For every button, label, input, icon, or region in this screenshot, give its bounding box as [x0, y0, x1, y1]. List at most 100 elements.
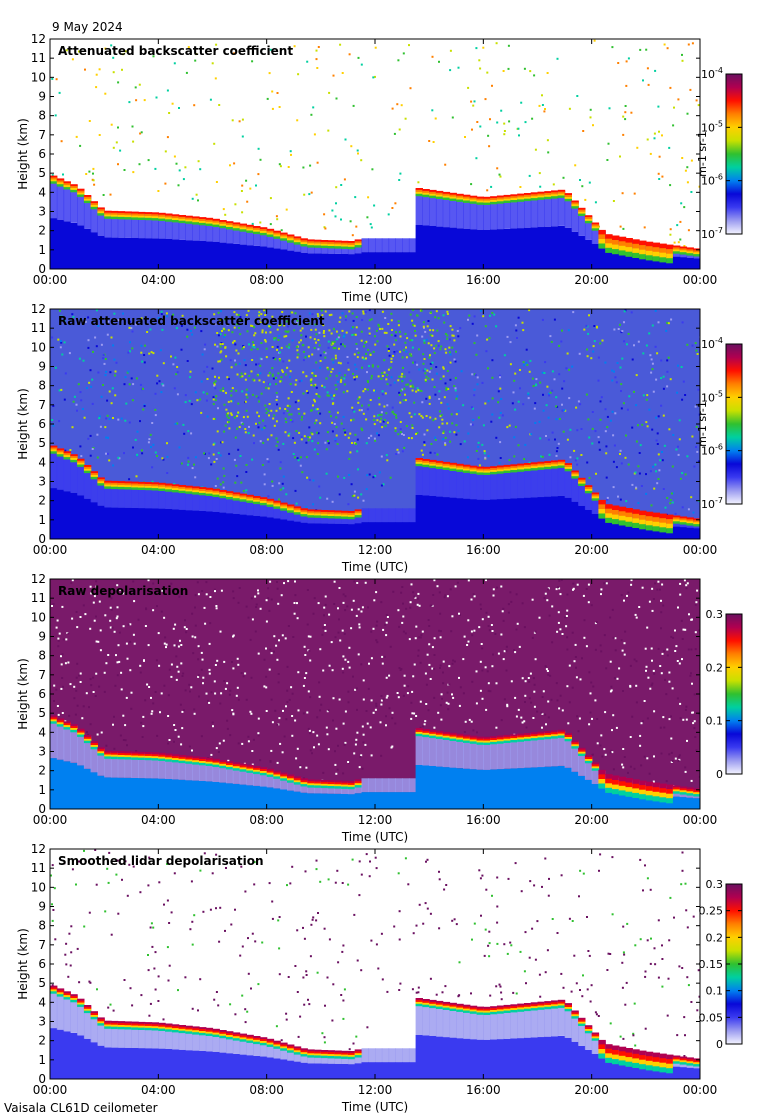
instrument-label: Vaisala CL61D ceilometer — [4, 1101, 158, 1115]
colorbar-tick-label: 0.2 — [706, 661, 724, 674]
y-tick-label: 2 — [38, 494, 46, 508]
colorbar-tick-label: 10-4 — [701, 336, 723, 351]
y-tick-label: 10 — [31, 880, 46, 894]
x-tick-label: 00:00 — [683, 273, 718, 287]
y-tick-label: 12 — [31, 842, 46, 856]
y-tick-label: 0 — [38, 1072, 46, 1086]
y-tick-label: 9 — [38, 900, 46, 914]
y-tick-label: 1 — [38, 783, 46, 797]
y-tick-label: 11 — [31, 591, 46, 605]
x-tick-label: 00:00 — [33, 1083, 68, 1097]
date-label: 9 May 2024 — [52, 20, 123, 34]
colorbar-tick-label: 10-4 — [701, 66, 723, 81]
y-tick-label: 5 — [38, 166, 46, 180]
panel-4: Smoothed lidar depolarisation01234567891… — [16, 842, 743, 1114]
heatmap-3 — [50, 579, 700, 809]
y-tick-label: 6 — [38, 417, 46, 431]
colorbar-unit: m-1 sr-1 — [696, 131, 709, 177]
panel-title: Raw depolarisation — [58, 584, 188, 598]
y-tick-label: 9 — [38, 630, 46, 644]
panel-1: Attenuated backscatter coefficient012345… — [16, 32, 743, 304]
y-tick-label: 12 — [31, 32, 46, 46]
colorbar-unit: m-1 sr-1 — [696, 401, 709, 447]
y-tick-label: 4 — [38, 455, 46, 469]
x-tick-label: 04:00 — [141, 1083, 176, 1097]
y-tick-label: 0 — [38, 262, 46, 276]
colorbar-tick-label: 0 — [716, 1038, 723, 1051]
y-tick-label: 11 — [31, 51, 46, 65]
x-tick-label: 00:00 — [683, 813, 718, 827]
heatmap-4 — [50, 849, 700, 1079]
y-tick-label: 6 — [38, 147, 46, 161]
x-tick-label: 00:00 — [33, 543, 68, 557]
y-axis-label: Height (km) — [16, 388, 30, 459]
y-tick-label: 2 — [38, 1034, 46, 1048]
colorbar — [725, 73, 743, 235]
x-tick-label: 12:00 — [358, 543, 393, 557]
colorbar-tick-label: 0.05 — [699, 1011, 724, 1024]
x-tick-label: 04:00 — [141, 813, 176, 827]
y-tick-label: 10 — [31, 610, 46, 624]
y-tick-label: 8 — [38, 379, 46, 393]
y-tick-label: 6 — [38, 957, 46, 971]
x-tick-label: 00:00 — [33, 273, 68, 287]
x-tick-label: 00:00 — [683, 1083, 718, 1097]
y-tick-label: 0 — [38, 802, 46, 816]
colorbar-tick-label: 0.1 — [706, 715, 724, 728]
panel-2: Raw attenuated backscatter coefficient 0 1… — [16, 302, 743, 574]
y-tick-label: 7 — [38, 398, 46, 412]
colorbar-tick-label: 0.2 — [706, 931, 724, 944]
colorbar-tick-label: 0.15 — [699, 958, 724, 971]
colorbar-tick-label: 0.3 — [706, 878, 724, 891]
y-tick-label: 6 — [38, 687, 46, 701]
colorbar-tick-label: 0 — [716, 768, 723, 781]
panel-title: Attenuated backscatter coefficient — [58, 44, 293, 58]
x-tick-label: 00:00 — [683, 543, 718, 557]
panel-title: Smoothed lidar depolarisation — [58, 854, 264, 868]
y-tick-label: 3 — [38, 745, 46, 759]
x-tick-label: 00:00 — [33, 813, 68, 827]
x-tick-label: 16:00 — [466, 273, 501, 287]
x-tick-label: 16:00 — [466, 813, 501, 827]
y-tick-label: 4 — [38, 995, 46, 1009]
x-tick-label: 20:00 — [574, 813, 609, 827]
y-tick-label: 9 — [38, 360, 46, 374]
y-tick-label: 12 — [31, 572, 46, 586]
colorbar-tick-label: 0.3 — [706, 608, 724, 621]
x-tick-label: 08:00 — [249, 273, 284, 287]
x-tick-label: 04:00 — [141, 543, 176, 557]
y-tick-label: 7 — [38, 938, 46, 952]
y-tick-label: 12 — [31, 302, 46, 316]
x-tick-label: 12:00 — [358, 273, 393, 287]
y-tick-label: 9 — [38, 90, 46, 104]
y-tick-label: 1 — [38, 243, 46, 257]
colorbar-tick-label: 0.1 — [706, 985, 724, 998]
y-tick-label: 8 — [38, 649, 46, 663]
colorbar-tick-label: 10-7 — [701, 496, 723, 511]
y-tick-label: 1 — [38, 513, 46, 527]
heatmap-1 — [50, 39, 700, 269]
heatmap-2 — [50, 309, 700, 539]
x-tick-label: 12:00 — [358, 1083, 393, 1097]
x-tick-label: 08:00 — [249, 543, 284, 557]
y-axis-label: Height (km) — [16, 658, 30, 729]
y-tick-label: 1 — [38, 1053, 46, 1067]
x-tick-label: 04:00 — [141, 273, 176, 287]
panel-title: Raw attenuated backscatter coefficient — [58, 314, 325, 328]
y-tick-label: 2 — [38, 224, 46, 238]
y-tick-label: 8 — [38, 109, 46, 123]
colorbar — [725, 613, 743, 775]
y-tick-label: 10 — [31, 340, 46, 354]
colorbar-tick-label: 10-7 — [701, 226, 723, 241]
x-tick-label: 20:00 — [574, 273, 609, 287]
y-axis-label: Height (km) — [16, 928, 30, 999]
x-tick-label: 16:00 — [466, 543, 501, 557]
y-tick-label: 0 — [38, 532, 46, 546]
x-tick-label: 20:00 — [574, 543, 609, 557]
y-tick-label: 5 — [38, 706, 46, 720]
x-tick-label: 08:00 — [249, 1083, 284, 1097]
y-tick-label: 4 — [38, 725, 46, 739]
